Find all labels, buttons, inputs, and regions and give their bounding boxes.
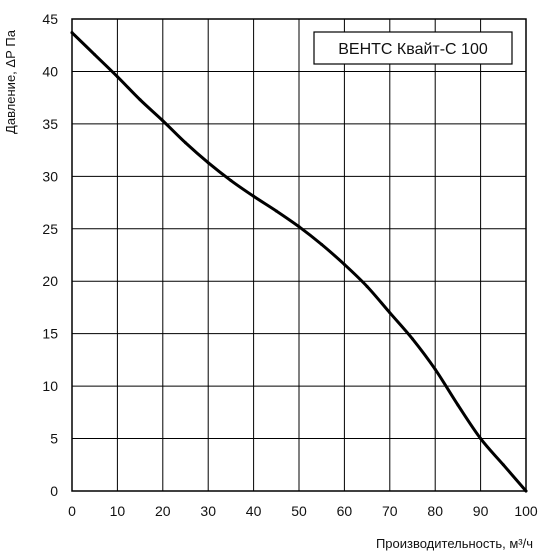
y-tick-label: 30 (42, 168, 58, 184)
data-point (433, 367, 437, 371)
x-tick-label: 80 (427, 503, 443, 519)
y-tick-label: 45 (42, 11, 58, 27)
legend-label: ВЕНТС Квайт-С 100 (338, 41, 488, 58)
x-tick-label: 70 (382, 503, 398, 519)
data-point (365, 284, 369, 288)
x-tick-label: 100 (514, 503, 538, 519)
x-tick-label: 10 (110, 503, 126, 519)
y-tick-label: 40 (42, 63, 58, 79)
y-tick-label: 5 (50, 431, 58, 447)
y-axis-label: Давление, ΔР Па (3, 29, 18, 134)
y-tick-label: 0 (50, 483, 58, 499)
data-point (388, 311, 392, 315)
data-point (456, 403, 460, 407)
x-tick-label: 30 (200, 503, 216, 519)
x-tick-labels: 0 10 20 30 40 50 60 70 80 90 100 (68, 503, 538, 519)
y-tick-label: 20 (42, 273, 58, 289)
x-tick-label: 60 (337, 503, 353, 519)
y-tick-label: 15 (42, 326, 58, 342)
plot-frame (71, 18, 527, 492)
y-tick-label: 10 (42, 378, 58, 394)
data-point (342, 262, 346, 266)
data-point (479, 437, 483, 441)
x-tick-label: 40 (246, 503, 262, 519)
y-tick-label: 25 (42, 221, 58, 237)
data-point (93, 53, 97, 57)
data-point (501, 463, 505, 467)
y-tick-label: 35 (42, 116, 58, 132)
x-tick-label: 0 (68, 503, 76, 519)
data-point (274, 209, 278, 213)
data-point (184, 141, 187, 145)
x-tick-label: 50 (291, 503, 307, 519)
data-point (138, 98, 142, 102)
legend-box (313, 31, 513, 65)
data-point (206, 161, 210, 165)
x-axis-label: Производительность, м³/ч (376, 536, 533, 551)
legend: ВЕНТС Квайт-С 100 (313, 31, 513, 65)
grid (71, 18, 527, 492)
data-point (297, 225, 301, 229)
y-tick-labels: 0 5 10 15 20 25 30 35 40 45 (42, 11, 58, 499)
data-point (320, 243, 324, 247)
data-point (161, 119, 165, 123)
x-tick-label: 90 (473, 503, 489, 519)
x-tick-label: 20 (155, 503, 171, 519)
data-point (252, 194, 256, 198)
data-point (411, 337, 414, 341)
data-point (115, 75, 119, 79)
data-point (229, 179, 233, 183)
